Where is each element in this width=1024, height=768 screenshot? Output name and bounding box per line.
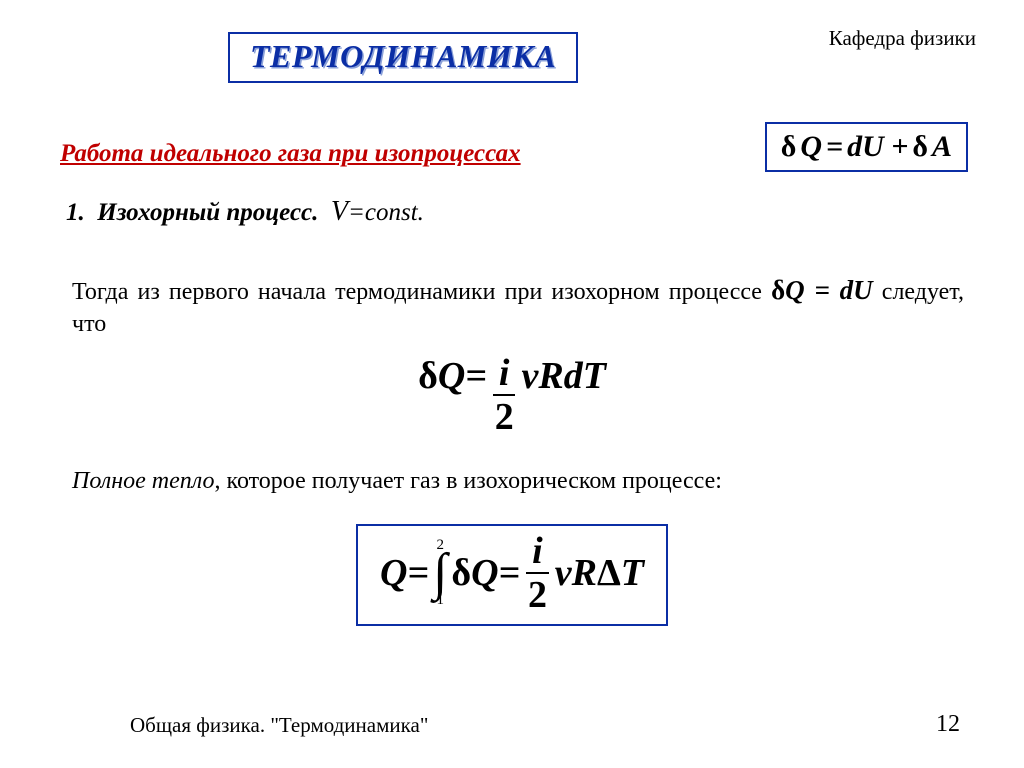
- variable-q: Q: [800, 130, 822, 164]
- integral-symbol: 2 ∫ 1: [433, 539, 447, 608]
- equals-sign: =: [826, 130, 843, 164]
- equals-sign: =: [465, 354, 487, 436]
- delta-symbol: δ: [451, 551, 471, 595]
- equals-sign: =: [499, 551, 521, 595]
- paragraph-italic: Полное тепло: [72, 468, 215, 494]
- inline-eq-q: Q: [785, 275, 805, 305]
- footer-text: Общая физика. "Термодинамика": [130, 713, 428, 738]
- nu-symbol: ν: [555, 551, 572, 595]
- condition-rest: =const.: [348, 199, 424, 226]
- process-name: Изохорный процесс.: [97, 199, 318, 226]
- total-heat-equation: Q = 2 ∫ 1 δQ = i 2 νRΔT: [356, 524, 668, 626]
- heat-differential-equation: δQ = i 2 νRdT: [0, 354, 1024, 436]
- variable-q: Q: [380, 551, 407, 595]
- department-label: Кафедра физики: [829, 26, 976, 51]
- first-law-equation: δQ = dU + δA: [765, 122, 968, 172]
- inline-eq-rest: = dU: [805, 275, 873, 305]
- fraction-i-over-2: i 2: [493, 354, 516, 436]
- delta-symbol: δ: [418, 354, 438, 436]
- variable-r: R: [572, 551, 597, 595]
- equals-sign: =: [407, 551, 429, 595]
- paragraph-text: Тогда из первого начала термодинамики пр…: [72, 279, 771, 305]
- variable-t: T: [621, 551, 644, 595]
- integral-glyph: ∫: [433, 552, 447, 594]
- numerator: i: [493, 354, 516, 396]
- delta-symbol: δ: [771, 275, 785, 305]
- variable-q: Q: [471, 551, 498, 595]
- numerator: i: [526, 532, 549, 574]
- variable-q: Q: [438, 354, 465, 436]
- variable-a: A: [932, 130, 952, 164]
- fraction-i-over-2: i 2: [526, 532, 549, 614]
- total-heat-equation-box: Q = 2 ∫ 1 δQ = i 2 νRΔT: [0, 524, 1024, 626]
- condition-var: V: [331, 196, 348, 227]
- process-number: 1.: [66, 199, 85, 226]
- title-box: ТЕРМОДИНАМИКА: [228, 32, 578, 83]
- body-paragraph-1: Тогда из первого начала термодинамики пр…: [72, 272, 964, 341]
- page-number: 12: [936, 711, 960, 738]
- delta-symbol: δ: [781, 130, 797, 164]
- integral-lower: 1: [436, 594, 444, 608]
- rhs-du: dU +: [847, 130, 908, 164]
- delta-capital-symbol: Δ: [597, 551, 621, 595]
- denominator: 2: [528, 574, 547, 614]
- body-paragraph-2: Полное тепло, которое получает газ в изо…: [72, 468, 964, 495]
- delta-symbol: δ: [912, 130, 928, 164]
- process-heading: 1. Изохорный процесс. V=const.: [66, 196, 424, 228]
- page-title: ТЕРМОДИНАМИКА: [250, 38, 556, 74]
- paragraph-rest: , которое получает газ в изохорическом п…: [215, 468, 722, 494]
- equation-tail: νRdT: [521, 354, 605, 436]
- denominator: 2: [495, 396, 514, 436]
- section-subheading: Работа идеального газа при изопроцессах: [60, 140, 521, 168]
